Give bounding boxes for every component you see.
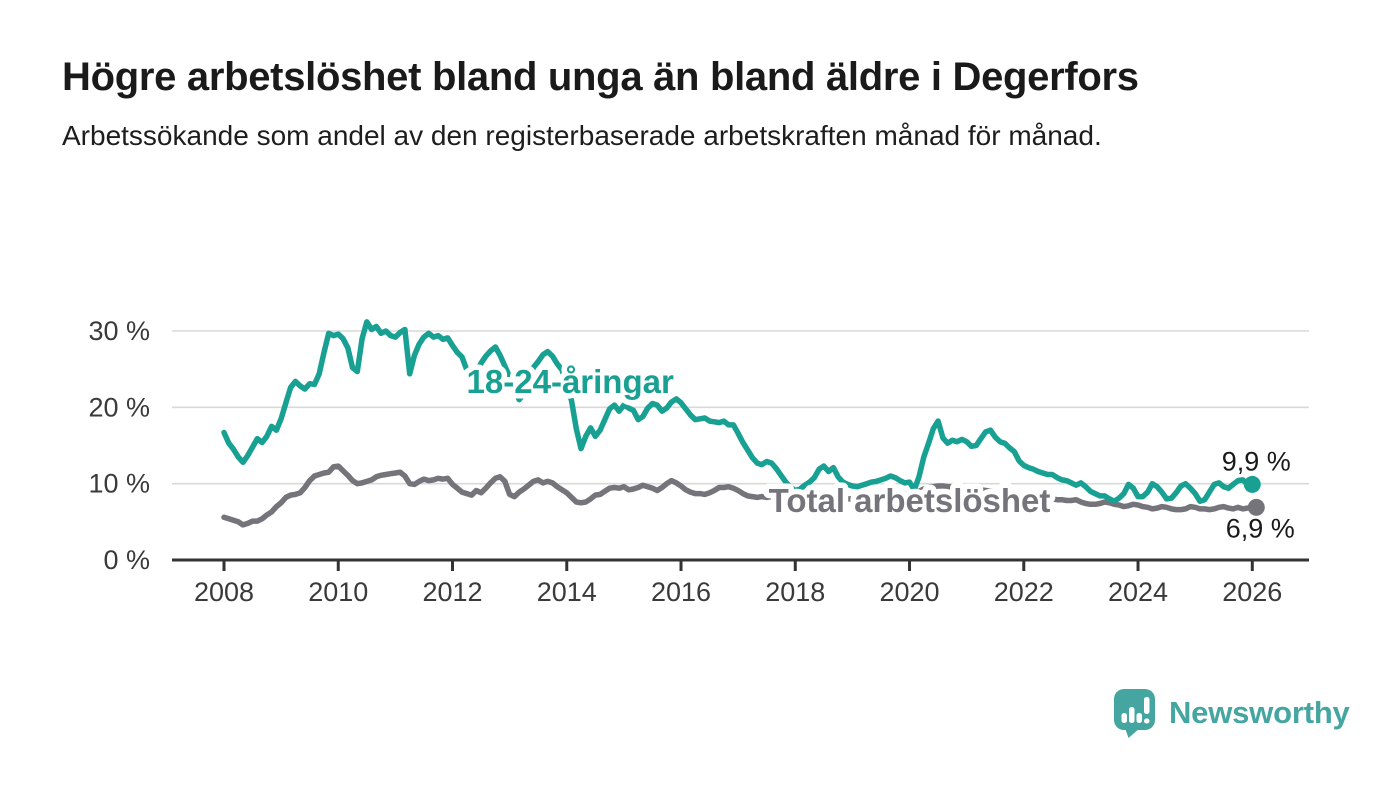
y-tick-label-10: 10 % bbox=[88, 469, 150, 499]
x-tick-label-2012: 2012 bbox=[422, 577, 482, 607]
x-tick-label-2024: 2024 bbox=[1108, 577, 1168, 607]
end-dot-young bbox=[1243, 475, 1261, 493]
newsworthy-brand: Newsworthy bbox=[1112, 688, 1350, 738]
series-label-young: 18-24-åringar bbox=[467, 363, 674, 400]
series-line-total bbox=[221, 463, 1256, 528]
newsworthy-logo-icon bbox=[1112, 688, 1158, 738]
y-tick-label-20: 20 % bbox=[88, 392, 150, 422]
brand-name: Newsworthy bbox=[1169, 695, 1350, 730]
series-line-young bbox=[221, 319, 1256, 504]
y-tick-label-30: 30 % bbox=[88, 316, 150, 346]
x-tick-label-2026: 2026 bbox=[1222, 577, 1282, 607]
series-label-total: Total arbetslöshet bbox=[769, 482, 1051, 519]
x-tick-label-2008: 2008 bbox=[194, 577, 254, 607]
x-tick-label-2018: 2018 bbox=[765, 577, 825, 607]
end-value-label-young: 9,9 % bbox=[1222, 446, 1291, 476]
y-tick-label-0: 0 % bbox=[103, 545, 150, 575]
page-subtitle: Arbetssökande som andel av den registerb… bbox=[62, 120, 1102, 151]
x-tick-label-2010: 2010 bbox=[308, 577, 368, 607]
end-value-label-total: 6,9 % bbox=[1226, 513, 1295, 543]
page-title: Högre arbetslöshet bland unga än bland ä… bbox=[62, 55, 1139, 99]
x-tick-label-2016: 2016 bbox=[651, 577, 711, 607]
x-tick-label-2022: 2022 bbox=[994, 577, 1054, 607]
x-tick-label-2014: 2014 bbox=[537, 577, 597, 607]
x-tick-label-2020: 2020 bbox=[879, 577, 939, 607]
end-dot-total bbox=[1247, 498, 1265, 516]
chart-header: Högre arbetslöshet bland unga än bland ä… bbox=[62, 52, 1252, 156]
